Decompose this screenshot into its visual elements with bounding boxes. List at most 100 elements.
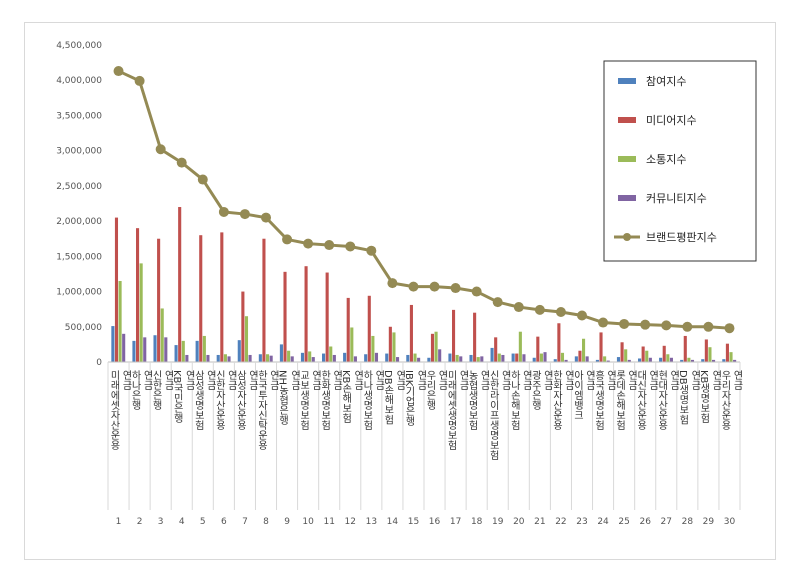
bar xyxy=(287,350,291,362)
line-point xyxy=(408,281,419,292)
line-point xyxy=(155,144,166,155)
bar xyxy=(662,345,666,362)
bar xyxy=(490,347,494,362)
bar xyxy=(258,354,262,362)
x-category-label: 농협생명보험 xyxy=(466,370,478,430)
bar xyxy=(532,357,536,362)
bar xyxy=(624,349,628,362)
line-point xyxy=(682,321,693,332)
x-category-label: 연금 xyxy=(183,370,195,390)
legend-swatch xyxy=(618,117,636,123)
legend-swatch xyxy=(618,156,636,162)
bar xyxy=(582,338,586,362)
bar xyxy=(606,360,610,362)
legend-label: 미디어지수 xyxy=(646,114,697,127)
bar xyxy=(708,347,712,362)
x-category-label: 미래에셋생명보험 xyxy=(445,370,457,450)
bar xyxy=(322,353,326,362)
bar xyxy=(687,357,691,362)
x-index-label: 27 xyxy=(661,517,672,527)
legend-swatch xyxy=(618,78,636,84)
line-point xyxy=(471,286,482,297)
bar xyxy=(396,357,400,362)
bar xyxy=(722,359,726,362)
x-index-label: 11 xyxy=(323,517,334,527)
bar xyxy=(122,333,126,362)
y-tick-label: 1,000,000 xyxy=(56,288,102,298)
x-category-label: 삼성자산운용 xyxy=(234,370,246,430)
line-point xyxy=(703,321,714,332)
x-category-label: 한국투자신탁운용 xyxy=(256,370,268,450)
x-index-label: 24 xyxy=(597,517,609,527)
bar xyxy=(139,263,143,362)
bar xyxy=(434,331,438,362)
x-category-label: 연금 xyxy=(731,370,743,390)
bar xyxy=(413,353,417,362)
bar xyxy=(659,357,663,362)
y-tick-label: 3,500,000 xyxy=(56,111,102,121)
y-axis: 0 500,000 1,000,000 1,500,000 2,000,000 2,500… xyxy=(56,41,102,368)
bar xyxy=(290,356,294,362)
bar xyxy=(511,353,515,362)
x-category-label: 연금 xyxy=(373,370,385,390)
y-tick-label: 4,000,000 xyxy=(56,76,102,86)
x-index-label: 9 xyxy=(284,517,290,527)
bar xyxy=(574,356,578,362)
bar xyxy=(536,336,540,362)
bar xyxy=(473,312,477,362)
line-point xyxy=(534,304,545,315)
bar xyxy=(392,332,396,362)
x-index-label: 30 xyxy=(724,517,736,527)
bar xyxy=(733,359,737,362)
x-category-label: 신한은행 xyxy=(150,370,162,410)
x-category-label: 하나생명보험 xyxy=(361,369,373,430)
x-category-label: 연금 xyxy=(499,370,511,390)
line-point xyxy=(598,317,609,328)
x-category-label: 연금 xyxy=(331,370,343,390)
line-point xyxy=(113,66,124,77)
bar xyxy=(279,344,283,362)
x-category-label: 연금 xyxy=(541,370,553,390)
y-tick-label: 1,500,000 xyxy=(56,252,102,262)
bar xyxy=(448,353,452,362)
bar xyxy=(346,297,350,362)
bar xyxy=(325,272,329,362)
bar xyxy=(202,335,206,362)
line-point xyxy=(239,209,250,220)
bar xyxy=(237,340,241,362)
x-category-label: KB생명보험 xyxy=(698,370,710,423)
bar xyxy=(669,357,673,362)
bar xyxy=(244,316,249,362)
bar xyxy=(480,356,484,362)
bar xyxy=(136,228,140,362)
bar xyxy=(417,357,421,362)
x-category-label: 광주은행 xyxy=(529,370,541,410)
x-index-label: 1 xyxy=(116,517,122,527)
x-category-label: 하나손해보험 xyxy=(508,369,520,430)
bar xyxy=(599,332,603,362)
bar xyxy=(388,326,392,362)
bar xyxy=(455,354,459,362)
bar xyxy=(371,335,375,362)
bar xyxy=(374,352,379,362)
bar xyxy=(269,355,273,362)
bar xyxy=(595,359,599,362)
x-category-label: 연금 xyxy=(289,370,301,390)
x-index-label: 6 xyxy=(221,517,227,527)
line-point xyxy=(429,281,440,292)
x-category-label: 연금 xyxy=(584,370,596,390)
line-point xyxy=(303,238,314,249)
bar xyxy=(620,342,624,362)
y-tick-label: 4,500,000 xyxy=(56,41,102,51)
line-point xyxy=(555,306,566,317)
bar xyxy=(409,304,413,362)
x-category-label: 연금 xyxy=(162,370,174,390)
x-index-label: 23 xyxy=(576,517,587,527)
bar xyxy=(452,309,456,362)
bar xyxy=(143,337,147,362)
x-category-label: 연금 xyxy=(647,370,659,390)
bar xyxy=(195,340,199,362)
bar xyxy=(227,356,231,362)
y-tick-label: 2,500,000 xyxy=(56,182,102,192)
